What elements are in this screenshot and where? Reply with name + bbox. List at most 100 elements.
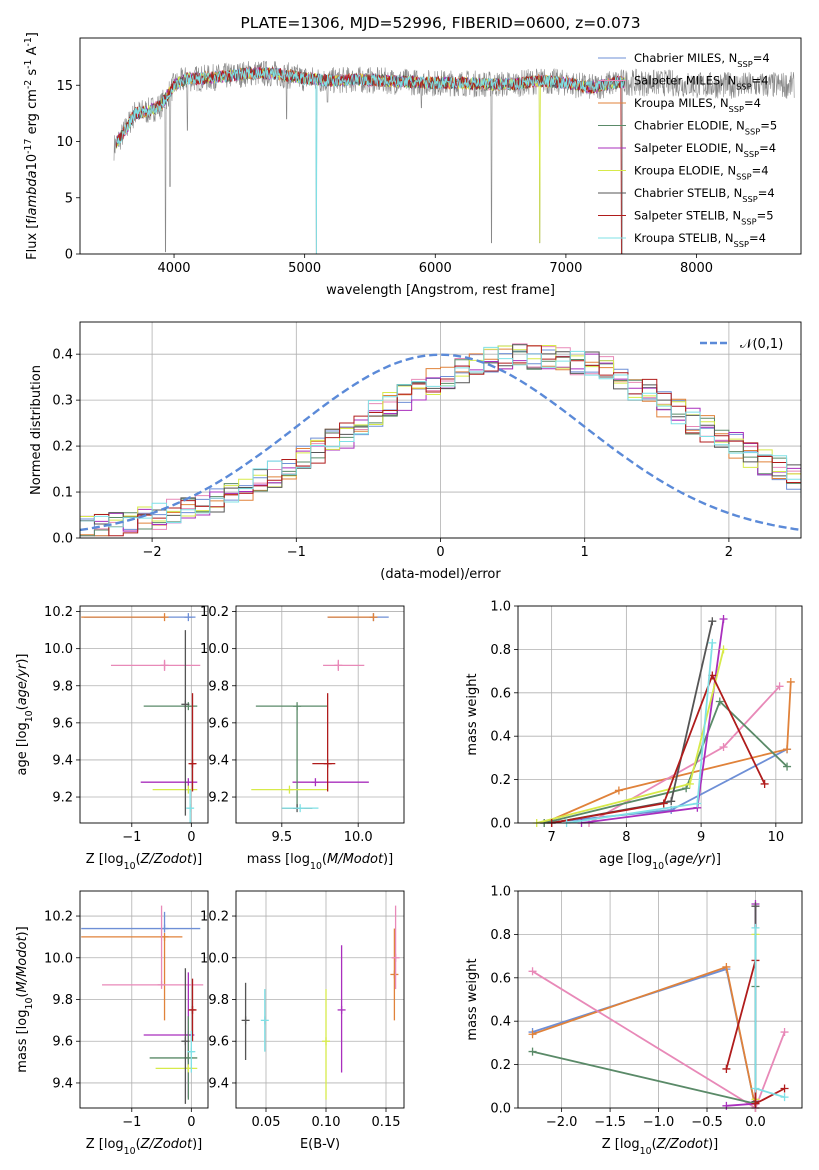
mass-weight-point	[667, 797, 676, 806]
x-tick-label: 9	[697, 830, 705, 845]
errorbar	[255, 702, 328, 809]
legend-label: 𝒩(0,1)	[740, 337, 783, 352]
y-axis-label: Normed distribution	[29, 365, 44, 495]
y-tick-label: 0.4	[490, 1015, 511, 1030]
mass-weight-point	[722, 1101, 731, 1110]
mass-weight-line	[551, 620, 714, 823]
mass-weight-point	[780, 1093, 789, 1102]
errorbar	[390, 928, 399, 1021]
y-tick-label: 10.2	[200, 605, 229, 620]
axes-4: 9.5 10.0 9.2 9.4 9.6 9.8 10.0 10.2 mass [log10(M…	[200, 605, 405, 872]
y-tick-label: 0.4	[52, 348, 73, 363]
x-tick-label: 0	[436, 545, 444, 560]
x-tick-label: 6000	[419, 261, 452, 276]
y-tick-label: 9.8	[52, 993, 73, 1008]
y-tick-label: 9.6	[208, 1035, 229, 1050]
legend-label: Kroupa STELIB, NSSP=4	[634, 231, 766, 249]
errorbar	[241, 982, 250, 1061]
y-tick-label: 10.0	[200, 642, 229, 657]
model-spectrum-line	[116, 66, 625, 254]
errorbar	[260, 989, 269, 1052]
errorbar	[188, 693, 197, 792]
y-axis-label: mass weight	[465, 673, 480, 755]
x-tick-label: 0.0	[745, 1115, 766, 1130]
x-tick-label: 4000	[157, 261, 190, 276]
axes-5: 7 8 9 10 0.0 0.2 0.4 0.6 0.8 1.0 age [log10(age/yr…	[465, 600, 803, 872]
axes-1: 4000 5000 6000 7000 8000 0 5 10 15 Chabrier MILES…	[23, 14, 802, 298]
x-tick-label: −1	[287, 545, 306, 560]
mass-weight-point	[685, 779, 694, 788]
y-tick-label: 9.4	[52, 1076, 73, 1091]
x-tick-label: 0.05	[252, 1115, 281, 1130]
x-tick-label: 0.15	[372, 1115, 401, 1130]
errorbar	[312, 693, 336, 792]
x-tick-label: 0.10	[312, 1115, 341, 1130]
x-tick-label: −1.5	[594, 1115, 626, 1130]
y-tick-label: 9.6	[52, 716, 73, 731]
legend-label: Chabrier MILES, NSSP=4	[634, 51, 770, 69]
x-tick-label: −2	[143, 545, 162, 560]
mass-weight-point	[751, 923, 760, 932]
axes-2: −2 −1 0 1 2 0.0 0.1 0.2 0.3 0.4 𝒩(0,1) (data-model)…	[29, 321, 802, 582]
y-tick-label: 0.0	[490, 817, 511, 832]
axes-frame	[79, 321, 802, 539]
legend: Chabrier MILES, NSSP=4 Salpeter MILES, NS…	[598, 51, 777, 249]
legend-label: Chabrier ELODIE, NSSP=5	[634, 119, 777, 137]
axes-frame	[79, 605, 209, 824]
model-spectrum-line	[116, 65, 625, 254]
legend-label: Chabrier STELIB, NSSP=4	[634, 186, 775, 204]
y-tick-label: 0.8	[490, 928, 511, 943]
y-tick-label: 0.3	[52, 394, 73, 409]
mass-weight-point	[719, 615, 728, 624]
mass-weight-point	[751, 902, 760, 911]
reference-normal-curve	[80, 353, 801, 532]
axes-7: 0.05 0.10 0.15 9.4 9.6 9.8 10.0 10.2 E(B-V)	[200, 890, 405, 1152]
mass-weight-point	[708, 638, 717, 647]
mass-weight-point	[786, 677, 795, 686]
x-tick-label: 2	[725, 545, 733, 560]
histogram-step	[80, 345, 801, 538]
y-axis-label: age [log10(age/yr)]	[15, 653, 35, 775]
axes-frame	[517, 890, 803, 1109]
x-axis-label: Z [log10(Z/Zodot)]	[86, 1137, 203, 1157]
mass-weight-point	[528, 1047, 537, 1056]
errorbar	[327, 613, 378, 622]
y-axis-label: mass [log10(M/Modot)]	[15, 926, 35, 1072]
mass-weight-point	[528, 967, 537, 976]
data-spectrum-line	[113, 60, 795, 254]
x-tick-label: 9.5	[271, 830, 292, 845]
x-tick-label: 0	[187, 830, 195, 845]
y-axis-label: Flux [flambda10-17 erg cm-2 s-1 A-1]	[23, 32, 41, 260]
mass-weight-point	[760, 779, 769, 788]
errorbar	[143, 972, 195, 1098]
errorbar	[140, 778, 198, 787]
errorbar	[251, 785, 328, 794]
y-tick-label: 5	[65, 191, 73, 206]
x-tick-label: 10	[768, 830, 785, 845]
mass-weight-line	[532, 986, 757, 1105]
errorbar	[102, 905, 204, 989]
x-axis-label: age [log10(age/yr)]	[599, 852, 721, 872]
y-tick-label: 10.0	[44, 642, 73, 657]
y-tick-label: 0.2	[52, 440, 73, 455]
x-tick-label: −2.0	[546, 1115, 578, 1130]
x-tick-label: 0	[187, 1115, 195, 1130]
x-axis-label: (data-model)/error	[380, 567, 501, 582]
y-tick-label: 0.0	[490, 1102, 511, 1117]
x-tick-label: 10.0	[344, 830, 373, 845]
x-tick-label: 8	[622, 830, 630, 845]
chart-title: PLATE=1306, MJD=52996, FIBERID=0600, z=0…	[240, 14, 640, 32]
axes-3: −1 0 9.2 9.4 9.6 9.8 10.0 10.2 Z [log10(Z/Zodot)…	[15, 605, 209, 872]
x-tick-label: 7000	[549, 261, 582, 276]
mass-weight-point	[719, 743, 728, 752]
mass-weight-line	[551, 673, 766, 823]
errorbar	[81, 911, 201, 933]
y-tick-label: 9.6	[208, 716, 229, 731]
y-tick-label: 10.0	[200, 951, 229, 966]
x-tick-label: −1	[122, 830, 141, 845]
histogram-step	[80, 343, 801, 538]
x-axis-label: E(B-V)	[300, 1137, 340, 1152]
y-tick-label: 0.0	[52, 532, 73, 547]
errorbar	[337, 945, 346, 1073]
errorbar	[323, 659, 365, 671]
